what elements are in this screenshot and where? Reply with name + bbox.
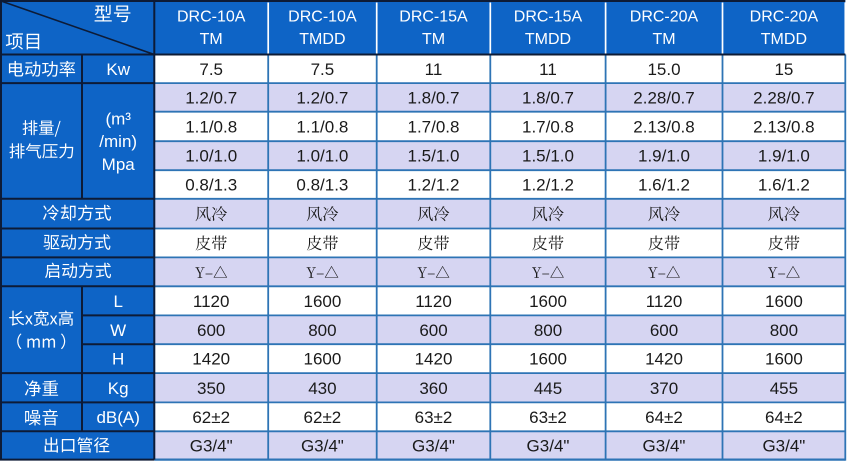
svg-text:1.5/1.0: 1.5/1.0 — [408, 147, 460, 166]
svg-text:1.6/1.2: 1.6/1.2 — [758, 176, 810, 195]
svg-text:L: L — [113, 292, 122, 311]
svg-text:430: 430 — [308, 379, 336, 398]
svg-text:2.13/0.8: 2.13/0.8 — [633, 118, 694, 137]
svg-text:350: 350 — [197, 379, 225, 398]
svg-text:360: 360 — [419, 379, 447, 398]
svg-text:G3/4": G3/4" — [527, 437, 570, 456]
svg-text:1420: 1420 — [415, 350, 453, 369]
svg-text:63±2: 63±2 — [529, 408, 567, 427]
svg-text:dB(A): dB(A) — [96, 408, 139, 427]
svg-text:1.8/0.7: 1.8/0.7 — [522, 88, 574, 107]
svg-text:1.9/1.0: 1.9/1.0 — [638, 147, 690, 166]
svg-text:62±2: 62±2 — [304, 408, 342, 427]
svg-text:1.8/0.7: 1.8/0.7 — [408, 88, 460, 107]
svg-text:15.0: 15.0 — [647, 60, 680, 79]
svg-text:H: H — [112, 350, 124, 369]
svg-text:1120: 1120 — [193, 292, 230, 311]
svg-text:1420: 1420 — [192, 350, 230, 369]
svg-text:(m³: (m³ — [105, 109, 131, 128]
svg-text:DRC-10A: DRC-10A — [288, 9, 357, 26]
svg-text:G3/4": G3/4" — [301, 437, 344, 456]
svg-text:TMDD: TMDD — [761, 31, 807, 48]
svg-text:7.5: 7.5 — [199, 60, 223, 79]
svg-text:1600: 1600 — [765, 350, 803, 369]
svg-text:1.2/0.7: 1.2/0.7 — [185, 88, 237, 107]
svg-text:1120: 1120 — [415, 292, 452, 311]
svg-text:445: 445 — [534, 379, 562, 398]
svg-text:Kw: Kw — [106, 60, 130, 79]
svg-text:15: 15 — [774, 60, 793, 79]
svg-text:2.13/0.8: 2.13/0.8 — [753, 118, 814, 137]
svg-text:1600: 1600 — [303, 292, 341, 311]
svg-text:TMDD: TMDD — [299, 31, 345, 48]
svg-text:600: 600 — [197, 321, 225, 340]
svg-text:11: 11 — [539, 60, 557, 79]
svg-text:2.28/0.7: 2.28/0.7 — [633, 88, 694, 107]
svg-text:1.9/1.0: 1.9/1.0 — [758, 147, 810, 166]
svg-text:62±2: 62±2 — [192, 408, 230, 427]
svg-text:DRC-15A: DRC-15A — [399, 9, 468, 26]
svg-text:1600: 1600 — [303, 350, 341, 369]
svg-text:7.5: 7.5 — [311, 60, 335, 79]
svg-text:2.28/0.7: 2.28/0.7 — [753, 88, 814, 107]
svg-text:DRC-20A: DRC-20A — [750, 9, 819, 26]
svg-text:800: 800 — [770, 321, 798, 340]
svg-text:600: 600 — [419, 321, 447, 340]
svg-text:DRC-15A: DRC-15A — [514, 9, 583, 26]
svg-text:1.1/0.8: 1.1/0.8 — [185, 118, 237, 137]
svg-text:1.6/1.2: 1.6/1.2 — [638, 176, 690, 195]
svg-text:800: 800 — [308, 321, 336, 340]
svg-text:TM: TM — [652, 31, 675, 48]
svg-text:600: 600 — [650, 321, 678, 340]
svg-text:1.0/1.0: 1.0/1.0 — [296, 147, 348, 166]
svg-text:1600: 1600 — [529, 292, 567, 311]
svg-text:G3/4": G3/4" — [190, 437, 233, 456]
svg-text:64±2: 64±2 — [765, 408, 803, 427]
svg-text:TM: TM — [422, 31, 445, 48]
svg-text:1.5/1.0: 1.5/1.0 — [522, 147, 574, 166]
svg-text:1600: 1600 — [529, 350, 567, 369]
svg-text:DRC-10A: DRC-10A — [177, 9, 246, 26]
svg-text:370: 370 — [650, 379, 678, 398]
svg-text:1.7/0.8: 1.7/0.8 — [522, 118, 574, 137]
svg-text:0.8/1.3: 0.8/1.3 — [185, 176, 237, 195]
svg-text:G3/4": G3/4" — [412, 437, 455, 456]
svg-text:455: 455 — [770, 379, 798, 398]
svg-text:11: 11 — [425, 60, 443, 79]
svg-text:W: W — [110, 321, 126, 340]
svg-text:1420: 1420 — [645, 350, 683, 369]
svg-text:TMDD: TMDD — [525, 31, 571, 48]
svg-text:800: 800 — [534, 321, 562, 340]
svg-text:Mpa: Mpa — [102, 155, 136, 174]
svg-text:Kg: Kg — [108, 379, 129, 398]
svg-text:1.0/1.0: 1.0/1.0 — [185, 147, 237, 166]
svg-text:G3/4": G3/4" — [762, 437, 805, 456]
svg-text:1600: 1600 — [765, 292, 803, 311]
svg-text:/min): /min) — [99, 132, 137, 151]
svg-text:DRC-20A: DRC-20A — [630, 9, 699, 26]
svg-text:1120: 1120 — [646, 292, 683, 311]
svg-text:1.2/0.7: 1.2/0.7 — [296, 88, 348, 107]
svg-text:1.2/1.2: 1.2/1.2 — [408, 176, 460, 195]
svg-text:63±2: 63±2 — [415, 408, 453, 427]
svg-text:0.8/1.3: 0.8/1.3 — [296, 176, 348, 195]
svg-text:64±2: 64±2 — [645, 408, 683, 427]
svg-text:1.7/0.8: 1.7/0.8 — [408, 118, 460, 137]
svg-text:1.1/0.8: 1.1/0.8 — [296, 118, 348, 137]
svg-text:1.2/1.2: 1.2/1.2 — [522, 176, 574, 195]
svg-text:TM: TM — [200, 31, 223, 48]
svg-text:G3/4": G3/4" — [643, 437, 686, 456]
